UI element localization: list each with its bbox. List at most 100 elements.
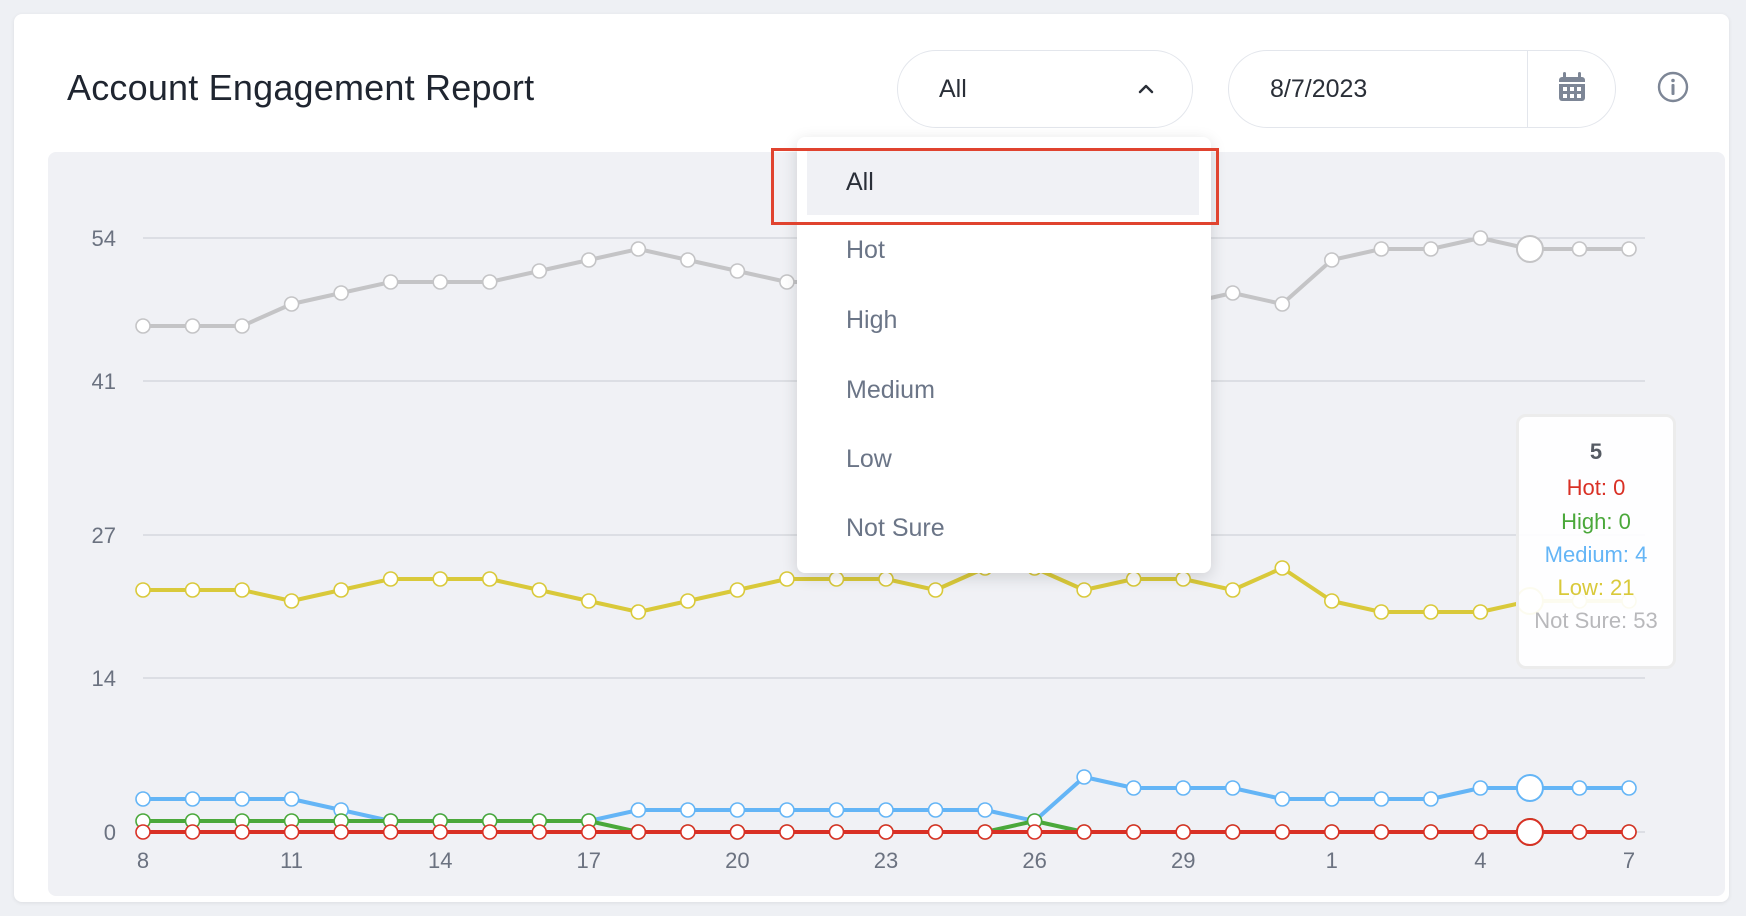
data-point-hot: [779, 824, 795, 840]
engagement-filter-select[interactable]: All: [897, 50, 1193, 128]
data-point-medium: [1175, 780, 1191, 796]
filter-dropdown-menu: All Hot High Medium Low Not Sure: [797, 137, 1211, 573]
data-point-not-sure: [779, 274, 795, 290]
tooltip-hot: Hot: 0: [1566, 475, 1626, 500]
data-point-low: [1224, 582, 1241, 598]
calendar-icon: [1559, 72, 1585, 101]
y-tick-label: 0: [104, 820, 116, 845]
data-point-hot: [135, 824, 151, 840]
data-point-hot: [283, 824, 300, 840]
data-point-not-sure: [333, 285, 349, 301]
data-point-medium: [977, 802, 993, 818]
data-point-not-sure: [234, 318, 250, 334]
data-point-not-sure: [580, 252, 597, 268]
data-point-medium: [680, 802, 696, 818]
data-point-hot: [927, 824, 944, 840]
info-icon: [1657, 71, 1689, 103]
data-point-low: [1175, 571, 1191, 587]
tooltip-high: High: 0: [1561, 509, 1631, 534]
data-point-hot: [828, 824, 845, 840]
x-tick-label: 29: [1171, 848, 1195, 873]
x-tick-label: 7: [1623, 848, 1635, 873]
data-point-not-sure: [184, 318, 201, 334]
date-picker[interactable]: 8/7/2023: [1228, 50, 1616, 128]
data-point-hot: [977, 824, 993, 840]
dropdown-option-high[interactable]: High: [846, 306, 898, 334]
dropdown-option-all[interactable]: All: [807, 149, 1199, 215]
data-point-hot: [1621, 824, 1637, 840]
dropdown-option-hot[interactable]: Hot: [846, 236, 885, 264]
tooltip-title: 5: [1589, 439, 1603, 464]
data-point-hot: [580, 824, 597, 840]
data-point-medium: [729, 802, 746, 818]
y-tick-label: 54: [92, 226, 116, 251]
chevron-up-icon: [1136, 79, 1156, 99]
x-tick-label: 14: [428, 848, 452, 873]
data-point-low: [432, 571, 449, 587]
y-tick-label: 27: [92, 523, 116, 548]
data-point-not-sure: [1324, 252, 1340, 268]
data-point-medium: [1224, 780, 1241, 796]
data-point-low: [234, 582, 250, 598]
data-point-medium: [184, 791, 201, 807]
data-point-medium: [1076, 769, 1092, 785]
data-point-not-sure: [135, 318, 151, 334]
x-tick-label: 17: [577, 848, 601, 873]
data-point-hot: [1076, 824, 1092, 840]
data-point-low: [1423, 604, 1439, 620]
data-point-hot: [1324, 824, 1340, 840]
data-point-medium: [1274, 791, 1291, 807]
data-point-low: [135, 582, 151, 598]
tooltip-medium: Medium: 4: [1544, 542, 1648, 567]
data-point-hot: [1175, 824, 1191, 840]
data-point-hot: [1373, 824, 1390, 840]
data-point-not-sure: [283, 296, 300, 312]
data-point-low: [580, 593, 597, 609]
chart-tooltip: 5 Hot: 0 High: 0 Medium: 4 Low: 21 Not S…: [1516, 414, 1676, 669]
data-point-hot: [1515, 818, 1544, 846]
calendar-button[interactable]: [1529, 51, 1615, 127]
data-point-medium: [1125, 780, 1142, 796]
report-card: Account Engagement Report All 8/7/2023: [14, 14, 1729, 902]
data-point-medium: [135, 791, 151, 807]
data-point-medium: [1472, 780, 1489, 796]
data-point-medium: [630, 802, 647, 818]
dropdown-option-not-sure[interactable]: Not Sure: [846, 514, 945, 542]
data-point-not-sure: [382, 274, 399, 290]
data-point-hot: [1125, 824, 1142, 840]
data-point-low: [333, 582, 349, 598]
x-tick-label: 23: [874, 848, 898, 873]
y-tick-label: 14: [92, 666, 116, 691]
data-point-hot: [234, 824, 250, 840]
data-point-hot: [1026, 824, 1043, 840]
info-button[interactable]: [1656, 70, 1690, 104]
data-point-not-sure: [432, 274, 449, 290]
data-point-low: [382, 571, 399, 587]
x-tick-label: 8: [137, 848, 149, 873]
data-point-medium: [878, 802, 894, 818]
data-point-medium: [1423, 791, 1439, 807]
data-point-low: [680, 593, 696, 609]
data-point-low: [481, 571, 498, 587]
tooltip-not-sure: Not Sure: 53: [1534, 608, 1658, 633]
data-point-hot: [1571, 824, 1588, 840]
x-tick-label: 20: [725, 848, 749, 873]
data-point-hot: [432, 824, 449, 840]
x-tick-label: 1: [1326, 848, 1338, 873]
data-point-medium: [1515, 774, 1544, 802]
data-point-hot: [481, 824, 498, 840]
data-point-low: [531, 582, 548, 598]
data-point-hot: [1472, 824, 1489, 840]
dropdown-option-medium[interactable]: Medium: [846, 376, 935, 404]
data-point-medium: [779, 802, 795, 818]
data-point-hot: [680, 824, 696, 840]
data-point-hot: [531, 824, 548, 840]
data-point-low: [878, 571, 894, 587]
data-point-low: [927, 582, 944, 598]
data-point-hot: [184, 824, 201, 840]
dropdown-option-low[interactable]: Low: [846, 445, 892, 473]
data-point-low: [779, 571, 795, 587]
date-value[interactable]: 8/7/2023: [1270, 75, 1368, 103]
data-point-low: [1274, 560, 1291, 576]
